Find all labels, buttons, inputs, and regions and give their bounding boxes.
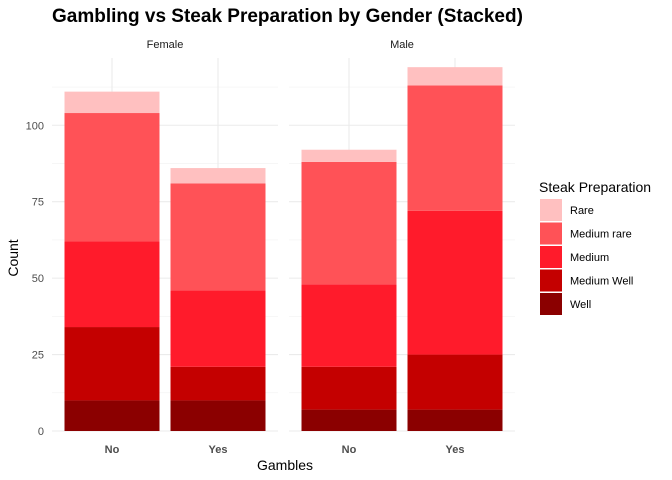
bar-segment-rare: [407, 67, 503, 86]
legend-label: Rare: [570, 205, 594, 217]
y-axis-title: Count: [5, 239, 21, 276]
bar-segment-well: [301, 409, 397, 431]
legend-key-well: [540, 293, 562, 315]
legend: Steak Preparation Rare Medium rare Medium M…: [539, 179, 651, 315]
bar-segment-medium-rare: [64, 113, 160, 242]
bar-segment-medium-well: [170, 366, 266, 401]
legend-key-medium: [540, 246, 562, 268]
legend-label: Well: [570, 299, 591, 311]
y-tick-label: 0: [38, 426, 44, 438]
panel-female: Female No Yes: [52, 39, 278, 456]
bar-segment-medium-rare: [170, 183, 266, 291]
bar-segment-rare: [64, 91, 160, 114]
y-tick-label: 75: [32, 197, 44, 209]
bar-segment-rare: [170, 168, 266, 184]
bar-segment-medium: [301, 284, 397, 367]
x-tick-label: No: [342, 444, 357, 456]
bar-segment-medium-well: [301, 366, 397, 410]
legend-label: Medium: [570, 252, 609, 264]
bar-segment-medium: [64, 241, 160, 328]
chart-title: Gambling vs Steak Preparation by Gender …: [52, 6, 523, 27]
x-tick-label: No: [105, 444, 120, 456]
legend-label: Medium Well: [570, 276, 633, 288]
bar-segment-medium-rare: [301, 161, 397, 285]
panel-male: Male No Yes: [289, 39, 515, 456]
legend-key-rare: [540, 199, 562, 221]
bar-segment-medium-rare: [407, 85, 503, 211]
bar-segment-well: [407, 409, 503, 431]
x-tick-label: Yes: [446, 444, 465, 456]
bar-segment-well: [170, 400, 266, 431]
y-tick-label: 50: [32, 273, 44, 285]
x-axis-title: Gambles: [257, 457, 313, 473]
legend-key-medium-well: [540, 269, 562, 292]
bar-segment-medium: [407, 210, 503, 355]
facet-label: Female: [147, 39, 184, 51]
bar-segment-medium-well: [407, 354, 503, 410]
legend-key-medium-rare: [540, 222, 562, 245]
bar-segment-medium: [170, 290, 266, 367]
legend-title: Steak Preparation: [539, 179, 651, 195]
y-tick-label: 100: [26, 120, 44, 132]
x-tick-label: Yes: [209, 444, 228, 456]
facet-label: Male: [390, 39, 414, 51]
bar-segment-medium-well: [64, 327, 160, 401]
bar-segment-well: [64, 400, 160, 431]
y-axis-ticks: 0 25 50 75 100: [26, 120, 44, 438]
y-tick-label: 25: [32, 350, 44, 362]
legend-label: Medium rare: [570, 229, 632, 241]
facet-panels: Female No Yes Male No Yes: [52, 39, 515, 456]
bar-segment-rare: [301, 149, 397, 162]
